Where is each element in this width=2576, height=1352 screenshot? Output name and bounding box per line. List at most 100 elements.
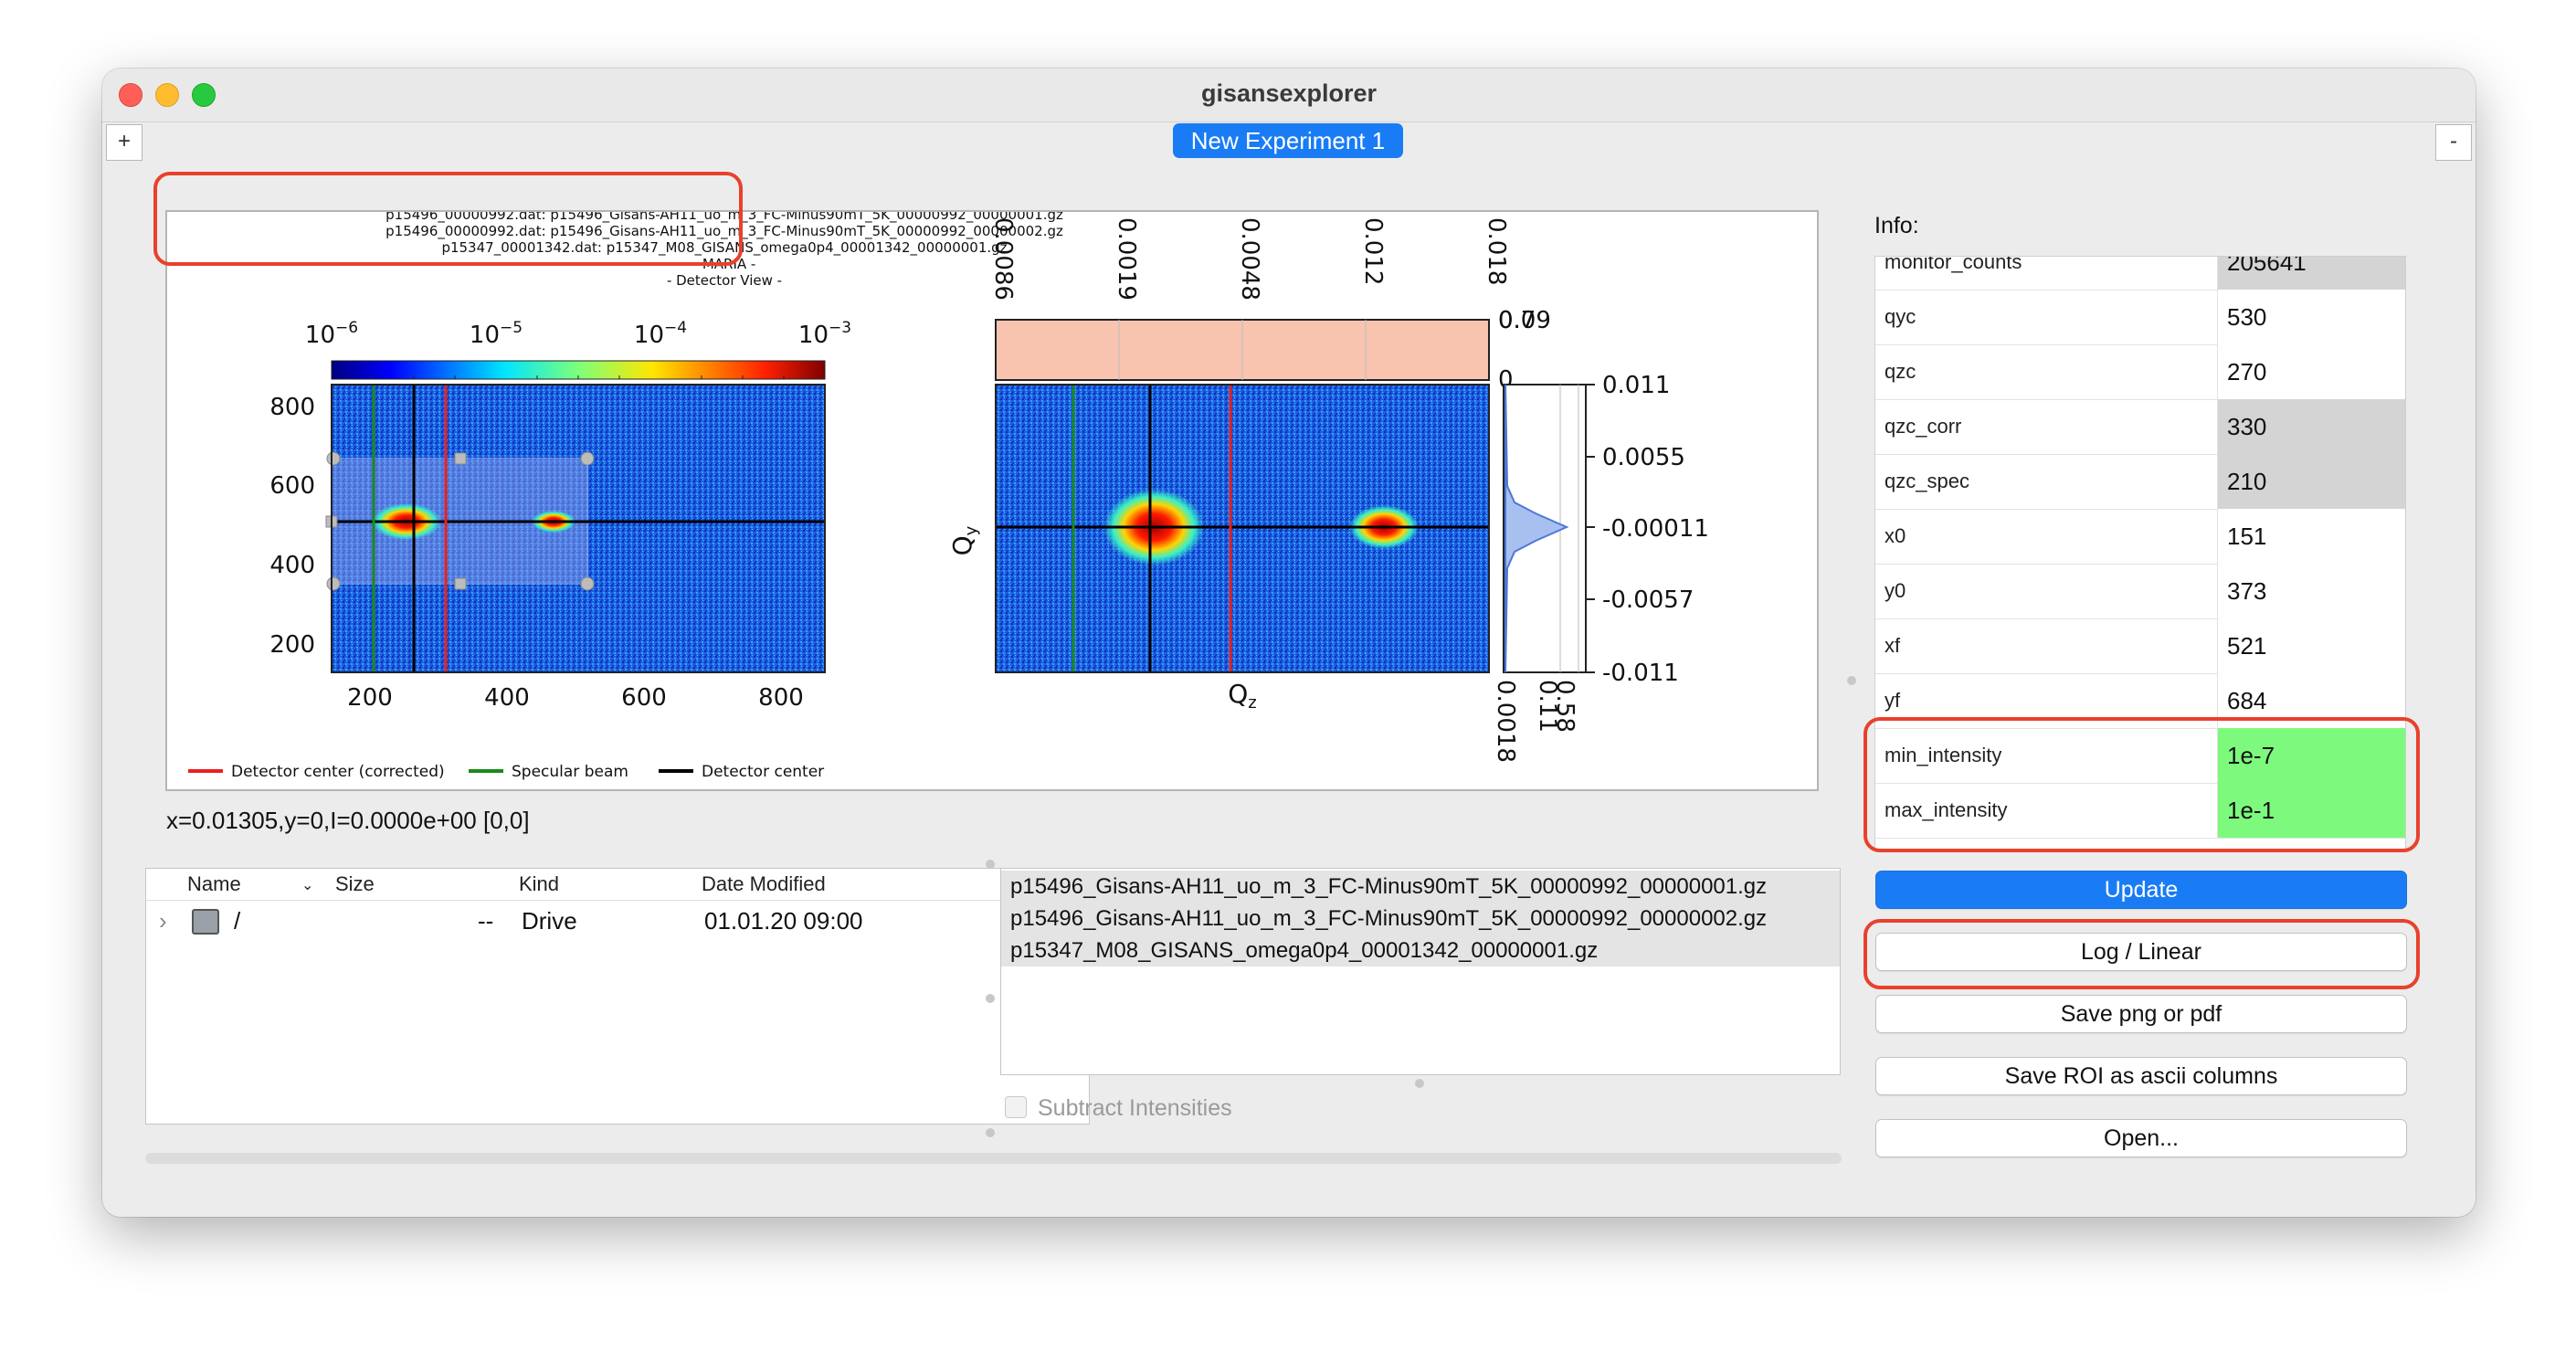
row-date: 01.01.20 09:00	[704, 907, 863, 935]
close-window-button[interactable]	[119, 83, 143, 107]
q-space-image	[995, 384, 1490, 673]
file-tree-header: Name ⌄ Size Kind Date Modified	[146, 869, 1089, 901]
horizontal-scrollbar[interactable]	[145, 1153, 1842, 1164]
info-value[interactable]: 270	[2218, 344, 2405, 399]
file-tree-row[interactable]: › / -- Drive 01.01.20 09:00	[146, 903, 1089, 940]
log-linear-highlight	[1863, 919, 2420, 989]
column-date-modified[interactable]: Date Modified	[702, 872, 826, 895]
colorbar-exp-3: −4	[664, 319, 687, 337]
remove-experiment-button[interactable]: -	[2435, 124, 2472, 161]
info-value[interactable]: 151	[2218, 509, 2405, 564]
splitter-handle[interactable]	[1847, 676, 1856, 685]
list-item[interactable]: p15496_Gisans-AH11_uo_m_3_FC-Minus90mT_5…	[1001, 871, 1840, 903]
table-row[interactable]: xf 521	[1875, 618, 2405, 674]
info-value[interactable]: 530	[2218, 290, 2405, 344]
list-item[interactable]: p15347_M08_GISANS_omega0p4_00001342_0000…	[1001, 935, 1840, 966]
q-side-top-overlap: 0.0	[1498, 307, 1536, 334]
title-bar: gisansexplorer	[102, 69, 2476, 122]
legend-specular-beam: Specular beam	[512, 763, 628, 781]
sort-chevron-icon[interactable]: ⌄	[301, 878, 314, 893]
svg-text:10−6: 10−6	[305, 319, 358, 349]
q-top-tick-2: 0.0019	[1113, 217, 1140, 301]
save-png-button[interactable]: Save png or pdf	[1875, 995, 2407, 1033]
file-tree[interactable]: Name ⌄ Size Kind Date Modified › / -- Dr…	[145, 868, 1090, 1125]
table-row[interactable]: max_intensity 1e-1	[1875, 783, 2405, 839]
colorbar-tick-3: 10	[634, 322, 664, 349]
detector-x-tick-2: 400	[484, 684, 530, 712]
q-right-tick-3: -0.00011	[1602, 515, 1709, 543]
info-value[interactable]: 210	[2218, 454, 2405, 509]
detector-view-image	[325, 384, 826, 673]
plot-header-line-1: p15496_00000992.dat: p15496_Gisans-AH11_…	[385, 212, 1063, 224]
q-top-tick-1: 0.0086	[989, 217, 1017, 301]
app-window: gisansexplorer + - New Experiment 1	[102, 69, 2476, 1217]
log-linear-button[interactable]: Log / Linear	[1875, 933, 2407, 971]
table-row[interactable]: monitor_counts 205641	[1875, 257, 2405, 290]
table-row[interactable]: qyc 530	[1875, 290, 2405, 345]
q-ylabel-sub: y	[962, 525, 981, 535]
update-button[interactable]: Update	[1875, 871, 2407, 909]
drive-icon	[192, 909, 219, 935]
info-value[interactable]: 373	[2218, 564, 2405, 618]
colorbar-exp-1: −6	[335, 319, 358, 337]
column-name[interactable]: Name	[187, 872, 241, 895]
info-key: xf	[1875, 618, 2218, 673]
q-top-tick-4: 0.012	[1359, 217, 1387, 285]
max-intensity-field[interactable]: 1e-1	[2218, 783, 2405, 838]
info-table[interactable]: monitor_counts 205641 qyc 530 qzc 270 qzc_c…	[1874, 256, 2406, 850]
minimize-window-button[interactable]	[155, 83, 179, 107]
q-bottom-tick-3: 0.58	[1551, 680, 1578, 733]
column-kind[interactable]: Kind	[519, 872, 560, 895]
subtract-intensities-checkbox[interactable]: Subtract Intensities	[1005, 1095, 1232, 1122]
info-value[interactable]: 521	[2218, 618, 2405, 673]
info-value[interactable]: 205641	[2218, 257, 2405, 290]
info-key: max_intensity	[1875, 783, 2218, 838]
column-size[interactable]: Size	[335, 872, 375, 895]
colorbar-tick-2: 10	[470, 322, 500, 349]
min-intensity-field[interactable]: 1e-7	[2218, 728, 2405, 783]
info-key: qzc	[1875, 344, 2218, 399]
table-row[interactable]: min_intensity 1e-7	[1875, 728, 2405, 784]
maximize-window-button[interactable]	[192, 83, 216, 107]
plot-header-line-2: p15496_00000992.dat: p15496_Gisans-AH11_…	[385, 223, 1063, 240]
splitter-handle[interactable]	[1415, 1079, 1424, 1088]
info-key: x0	[1875, 509, 2218, 564]
q-side-top-tick-1: 0.79	[1498, 307, 1551, 334]
splitter-handle[interactable]	[986, 860, 995, 869]
add-experiment-button[interactable]: +	[106, 124, 143, 161]
table-row[interactable]: x0 151	[1875, 509, 2405, 565]
row-name: /	[234, 907, 241, 935]
q-right-tick-5: -0.011	[1602, 660, 1679, 687]
q-xlabel-sub: z	[1248, 693, 1256, 713]
selected-files-list[interactable]: p15496_Gisans-AH11_uo_m_3_FC-Minus90mT_5…	[1000, 868, 1841, 1075]
table-row[interactable]: y0 373	[1875, 564, 2405, 619]
plot-canvas[interactable]: p15496_00000992.dat: p15496_Gisans-AH11_…	[165, 210, 1819, 791]
expand-chevron-icon[interactable]: ›	[159, 907, 167, 935]
plot-svg: p15496_00000992.dat: p15496_Gisans-AH11_…	[188, 212, 1709, 781]
row-kind: Drive	[522, 907, 577, 935]
plot-header-line-3: p15347_00001342.dat: p15347_M08_GISANS_o…	[441, 239, 1007, 257]
q-top-tick-5: 0.018	[1483, 217, 1510, 285]
open-button[interactable]: Open...	[1875, 1119, 2407, 1157]
table-row[interactable]: qzc 270	[1875, 344, 2405, 400]
row-size: --	[478, 907, 494, 935]
splitter-handle[interactable]	[986, 994, 995, 1003]
tab-new-experiment-1[interactable]: New Experiment 1	[1173, 123, 1403, 158]
colorbar-tick-4: 10	[798, 322, 829, 349]
list-item[interactable]: p15496_Gisans-AH11_uo_m_3_FC-Minus90mT_5…	[1001, 903, 1840, 935]
legend-detector-center: Detector center	[702, 763, 824, 781]
save-roi-button[interactable]: Save ROI as ascii columns	[1875, 1057, 2407, 1095]
svg-text:10−3: 10−3	[798, 319, 851, 349]
svg-text:10−4: 10−4	[634, 319, 687, 349]
table-row[interactable]: qzc_corr 330	[1875, 399, 2405, 455]
cursor-coords: x=0.01305,y=0,I=0.0000e+00 [0,0]	[166, 807, 530, 834]
splitter-handle[interactable]	[986, 1128, 995, 1137]
intensity-highlight	[1863, 717, 2420, 852]
info-value[interactable]: 330	[2218, 399, 2405, 454]
legend-detector-center-corrected: Detector center (corrected)	[231, 763, 445, 781]
table-row[interactable]: qzc_spec 210	[1875, 454, 2405, 510]
detector-y-tick-2: 600	[269, 472, 315, 500]
q-right-tick-4: -0.0057	[1602, 586, 1694, 614]
checkbox-box[interactable]	[1005, 1096, 1027, 1118]
q-right-tick-1: 0.011	[1602, 372, 1670, 399]
